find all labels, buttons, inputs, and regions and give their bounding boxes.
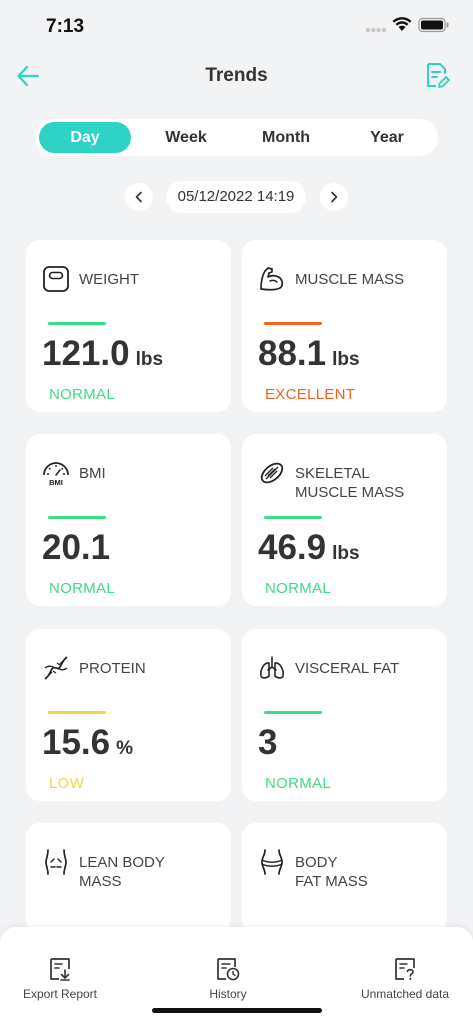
period-segmented-control: Day Week Month Year <box>35 119 438 156</box>
bmi-value: 20.1 <box>42 528 111 567</box>
lean-body-mass-label-line2: MASS <box>79 873 122 890</box>
battery-icon <box>418 17 449 33</box>
wifi-icon <box>392 17 412 31</box>
skeletal-muscle-value: 46.9 <box>258 528 327 567</box>
protein-unit: % <box>116 738 134 759</box>
weight-unit: lbs <box>135 349 164 370</box>
muscle-mass-status: EXCELLENT <box>265 386 356 403</box>
next-date-button[interactable] <box>320 183 348 211</box>
bmi-card[interactable]: BMI BMI 20.1 NORMAL <box>26 434 231 606</box>
weight-label: WEIGHT <box>79 271 139 288</box>
visceral-fat-card[interactable]: VISCERAL FAT 3 NORMAL <box>242 629 447 801</box>
skeletal-muscle-label-line2: MUSCLE MASS <box>295 484 405 501</box>
previous-date-button[interactable] <box>125 183 153 211</box>
unmatched-data-button[interactable]: Unmatched data <box>358 957 452 1001</box>
status-time: 7:13 <box>46 16 85 37</box>
lean-body-mass-label: LEAN BODY MASS <box>79 853 224 891</box>
export-report-icon <box>50 958 70 981</box>
weight-value-row: 121.0 lbs <box>42 334 163 374</box>
export-report-button[interactable]: Export Report <box>18 957 102 1001</box>
protein-label: PROTEIN <box>79 660 146 677</box>
muscle-mass-status-bar <box>264 322 322 325</box>
scale-icon <box>43 266 69 292</box>
bmi-status: NORMAL <box>49 580 115 597</box>
visceral-fat-status: NORMAL <box>265 775 331 792</box>
lungs-icon <box>260 656 284 679</box>
back-arrow-icon[interactable] <box>14 61 44 91</box>
bmi-status-bar <box>48 516 106 519</box>
bottom-action-bar: Export Report History Unmatched data <box>0 927 473 1024</box>
header: Trends <box>0 55 473 99</box>
visceral-fat-value: 3 <box>258 723 278 762</box>
signal-icon <box>365 27 387 33</box>
muscle-mass-label: MUSCLE MASS <box>295 271 405 288</box>
bmi-icon-text: BMI <box>49 478 63 487</box>
report-edit-icon[interactable] <box>424 62 450 90</box>
chevron-left-icon <box>135 191 142 203</box>
protein-status: LOW <box>49 775 85 792</box>
segment-year[interactable]: Year <box>370 129 404 146</box>
skeletal-muscle-label-line1: SKELETAL <box>295 465 370 482</box>
body-fat-mass-card[interactable]: BODY FAT MASS <box>242 823 447 933</box>
unmatched-data-icon <box>395 958 415 980</box>
history-button[interactable]: History <box>195 957 261 1001</box>
history-icon <box>217 958 240 981</box>
visceral-fat-status-bar <box>264 711 322 714</box>
gauge-icon: BMI <box>43 462 69 487</box>
muscle-mass-value-row: 88.1 lbs <box>258 334 360 374</box>
protein-status-bar <box>48 711 106 714</box>
skeletal-muscle-label: SKELETAL MUSCLE MASS <box>295 464 440 502</box>
muscle-mass-card[interactable]: MUSCLE MASS 88.1 lbs EXCELLENT <box>242 240 447 412</box>
skeletal-muscle-value-row: 46.9 lbs <box>258 528 360 568</box>
waist-icon <box>261 849 283 875</box>
skeletal-muscle-status: NORMAL <box>265 580 331 597</box>
skeletal-muscle-card[interactable]: SKELETAL MUSCLE MASS 46.9 lbs NORMAL <box>242 434 447 606</box>
unmatched-data-label: Unmatched data <box>360 987 450 1001</box>
dna-icon <box>44 656 68 680</box>
protein-value: 15.6 <box>42 723 111 762</box>
torso-icon <box>45 849 67 875</box>
export-report-label: Export Report <box>22 987 98 1001</box>
chevron-right-icon <box>331 191 338 203</box>
segment-day[interactable]: Day <box>39 122 131 153</box>
status-bar: 7:13 <box>0 0 473 50</box>
bicep-icon <box>260 267 284 291</box>
skeletal-muscle-unit: lbs <box>332 543 360 564</box>
segment-month[interactable]: Month <box>262 129 310 146</box>
bmi-label: BMI <box>79 465 106 482</box>
body-fat-mass-label: BODY FAT MASS <box>295 853 440 891</box>
date-selector: 05/12/2022 14:19 <box>0 181 473 213</box>
muscle-mass-value: 88.1 <box>258 334 327 373</box>
body-fat-mass-label-line1: BODY <box>295 854 338 871</box>
muscle-fiber-icon <box>260 462 284 484</box>
page-title: Trends <box>205 65 268 86</box>
lean-body-mass-card[interactable]: LEAN BODY MASS <box>26 823 231 933</box>
body-fat-mass-label-line2: FAT MASS <box>295 873 368 890</box>
weight-card[interactable]: WEIGHT 121.0 lbs NORMAL <box>26 240 231 412</box>
history-label: History <box>209 987 247 1001</box>
skeletal-muscle-status-bar <box>264 516 322 519</box>
weight-status-bar <box>48 322 106 325</box>
visceral-fat-label: VISCERAL FAT <box>295 660 400 677</box>
lean-body-mass-label-line1: LEAN BODY <box>79 854 165 871</box>
weight-value: 121.0 <box>42 334 130 373</box>
current-date[interactable]: 05/12/2022 14:19 <box>166 181 306 213</box>
segment-week[interactable]: Week <box>165 129 207 146</box>
protein-value-row: 15.6% <box>42 723 133 763</box>
weight-status: NORMAL <box>49 386 115 403</box>
home-indicator <box>152 1008 322 1013</box>
protein-card[interactable]: PROTEIN 15.6% LOW <box>26 629 231 801</box>
muscle-mass-unit: lbs <box>332 349 360 370</box>
